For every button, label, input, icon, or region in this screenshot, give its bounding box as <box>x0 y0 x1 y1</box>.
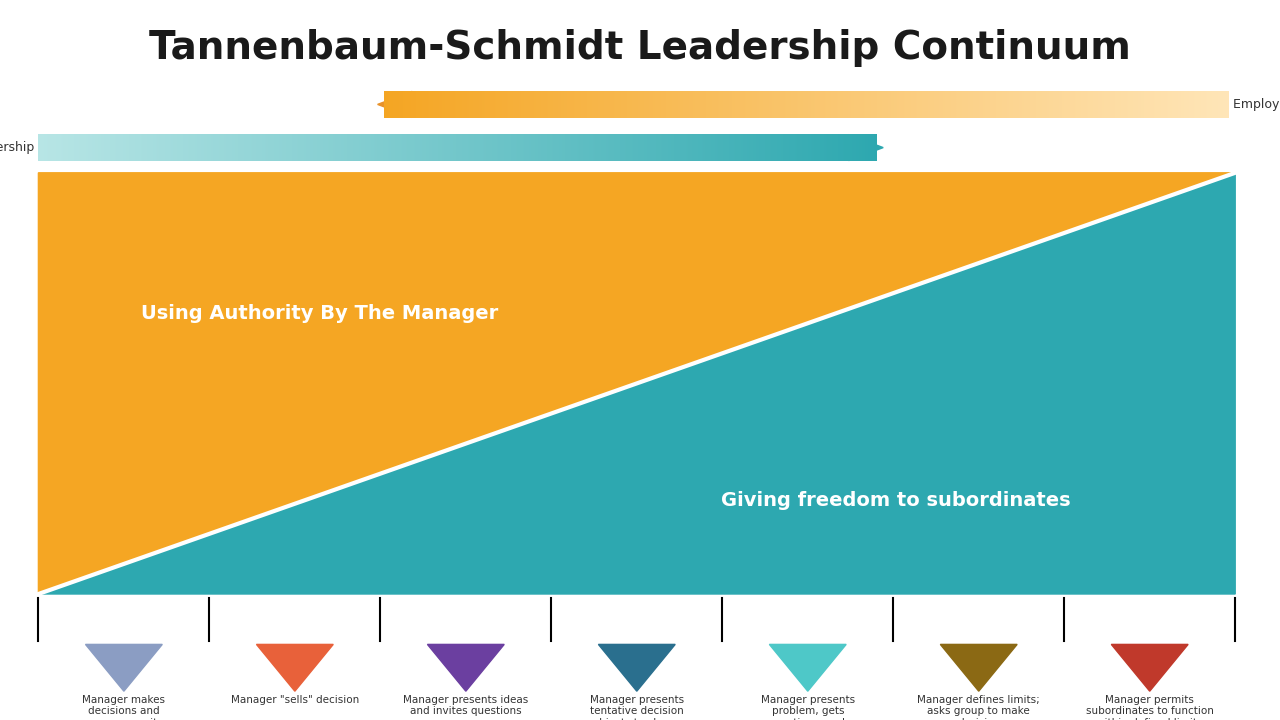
Polygon shape <box>378 91 412 117</box>
Polygon shape <box>599 644 676 691</box>
Polygon shape <box>1111 644 1188 691</box>
Text: Boss-centered leadership: Boss-centered leadership <box>0 141 35 154</box>
Polygon shape <box>849 135 883 161</box>
Text: Manager presents
problem, gets
suggestions, makes
decision: Manager presents problem, gets suggestio… <box>756 695 860 720</box>
Text: Manager "sells" decision: Manager "sells" decision <box>230 695 358 705</box>
Polygon shape <box>941 644 1018 691</box>
Polygon shape <box>428 644 504 691</box>
Text: Manager permits
subordinates to function
within defined limits: Manager permits subordinates to function… <box>1085 695 1213 720</box>
Text: Manager presents
tentative decision
subjects to change: Manager presents tentative decision subj… <box>588 695 686 720</box>
Text: Tannenbaum-Schmidt Leadership Continuum: Tannenbaum-Schmidt Leadership Continuum <box>148 29 1132 67</box>
Text: Manager presents ideas
and invites questions: Manager presents ideas and invites quest… <box>403 695 529 716</box>
Text: Using Authority By The Manager: Using Authority By The Manager <box>141 304 499 323</box>
Polygon shape <box>38 173 1235 594</box>
Polygon shape <box>86 644 163 691</box>
Text: Manager makes
decisions and
announces it: Manager makes decisions and announces it <box>82 695 165 720</box>
Text: Manager defines limits;
asks group to make
decision: Manager defines limits; asks group to ma… <box>918 695 1041 720</box>
Text: Employee-centered leadership: Employee-centered leadership <box>1233 98 1280 111</box>
Text: Giving freedom to subordinates: Giving freedom to subordinates <box>721 491 1071 510</box>
Polygon shape <box>256 644 333 691</box>
Polygon shape <box>769 644 846 691</box>
Polygon shape <box>38 173 1235 594</box>
